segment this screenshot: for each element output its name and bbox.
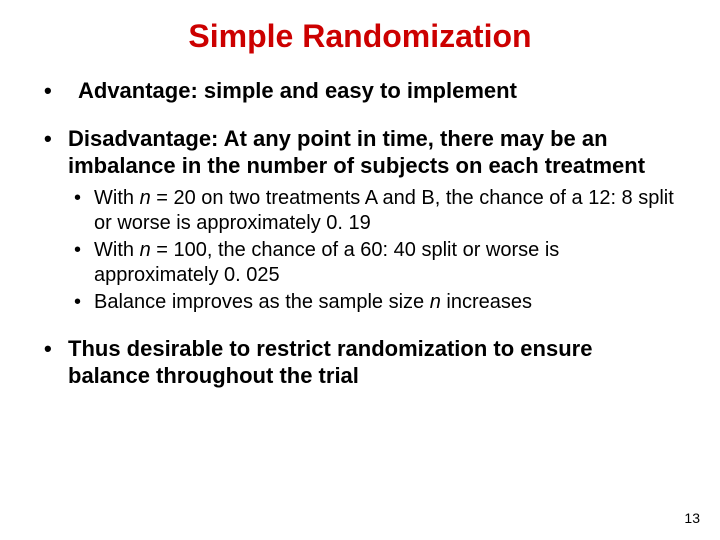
sub-bullet: With n = 100, the chance of a 60: 40 spl… bbox=[68, 238, 680, 288]
sub-list: With n = 20 on two treatments A and B, t… bbox=[68, 186, 680, 315]
sub-bullet: Balance improves as the sample size n in… bbox=[68, 290, 680, 315]
sub-text-n: n bbox=[140, 239, 151, 261]
bullet-advantage: Advantage: simple and easy to implement bbox=[40, 77, 680, 105]
sub-text-part: = 100, the chance of a 60: 40 split or w… bbox=[94, 239, 559, 286]
sub-bullet: With n = 20 on two treatments A and B, t… bbox=[68, 186, 680, 236]
page-number: 13 bbox=[684, 510, 700, 526]
sub-text-part: = 20 on two treatments A and B, the chan… bbox=[94, 187, 674, 234]
sub-text-part: With bbox=[94, 187, 140, 209]
sub-text-part: Balance improves as the sample size bbox=[94, 291, 430, 313]
sub-text-part: increases bbox=[441, 291, 532, 313]
slide: Simple Randomization Advantage: simple a… bbox=[0, 0, 720, 540]
bullet-disadvantage: Disadvantage: At any point in time, ther… bbox=[40, 125, 680, 315]
bullet-text: Disadvantage: At any point in time, ther… bbox=[68, 126, 645, 179]
slide-title: Simple Randomization bbox=[40, 18, 680, 55]
bullet-conclusion: Thus desirable to restrict randomization… bbox=[40, 335, 680, 390]
sub-text-part: With bbox=[94, 239, 140, 261]
bullet-text: Thus desirable to restrict randomization… bbox=[68, 336, 592, 389]
sub-text-n: n bbox=[140, 187, 151, 209]
bullet-text: Advantage: simple and easy to implement bbox=[78, 78, 517, 103]
sub-text-n: n bbox=[430, 291, 441, 313]
bullet-list: Advantage: simple and easy to implement … bbox=[40, 77, 680, 390]
